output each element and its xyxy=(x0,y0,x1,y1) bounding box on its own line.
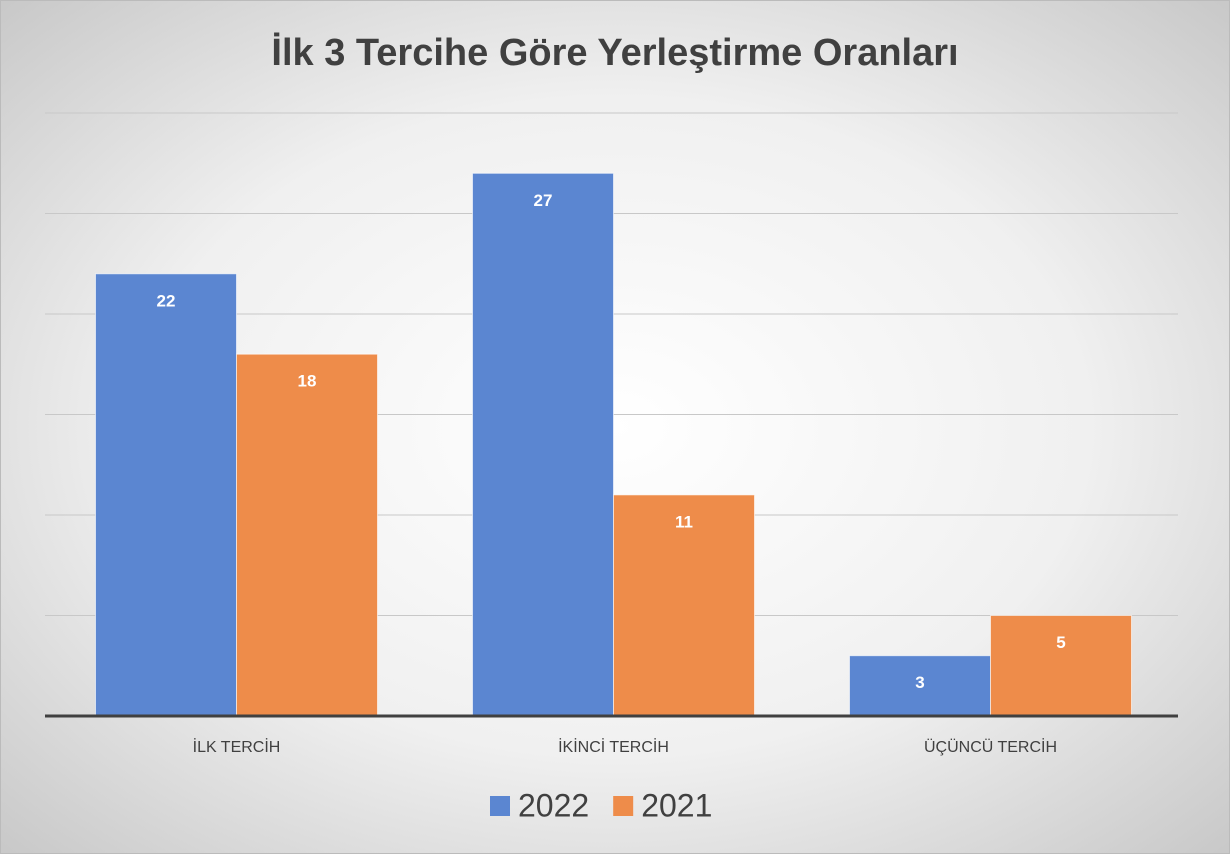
data-label: 18 xyxy=(298,372,317,391)
bar xyxy=(236,353,378,717)
bar xyxy=(95,273,237,717)
data-label: 22 xyxy=(157,291,176,310)
bar xyxy=(849,655,991,717)
bar xyxy=(990,615,1132,717)
legend-label: 2021 xyxy=(641,787,712,823)
legend-swatch xyxy=(613,796,634,816)
legend-label: 2022 xyxy=(518,787,589,823)
x-tick-label: İKİNCİ TERCİH xyxy=(558,737,669,756)
x-tick-label: İLK TERCİH xyxy=(193,737,281,756)
x-tick-label: ÜÇÜNCÜ TERCİH xyxy=(924,737,1057,756)
data-label: 5 xyxy=(1056,633,1065,652)
bar xyxy=(613,494,755,717)
legend-swatch xyxy=(490,796,510,816)
data-label: 11 xyxy=(675,512,693,531)
data-label: 3 xyxy=(915,673,924,692)
bar xyxy=(472,172,614,717)
data-label: 27 xyxy=(534,191,553,210)
chart-title: İlk 3 Tercihe Göre Yerleştirme Oranları xyxy=(271,32,958,74)
